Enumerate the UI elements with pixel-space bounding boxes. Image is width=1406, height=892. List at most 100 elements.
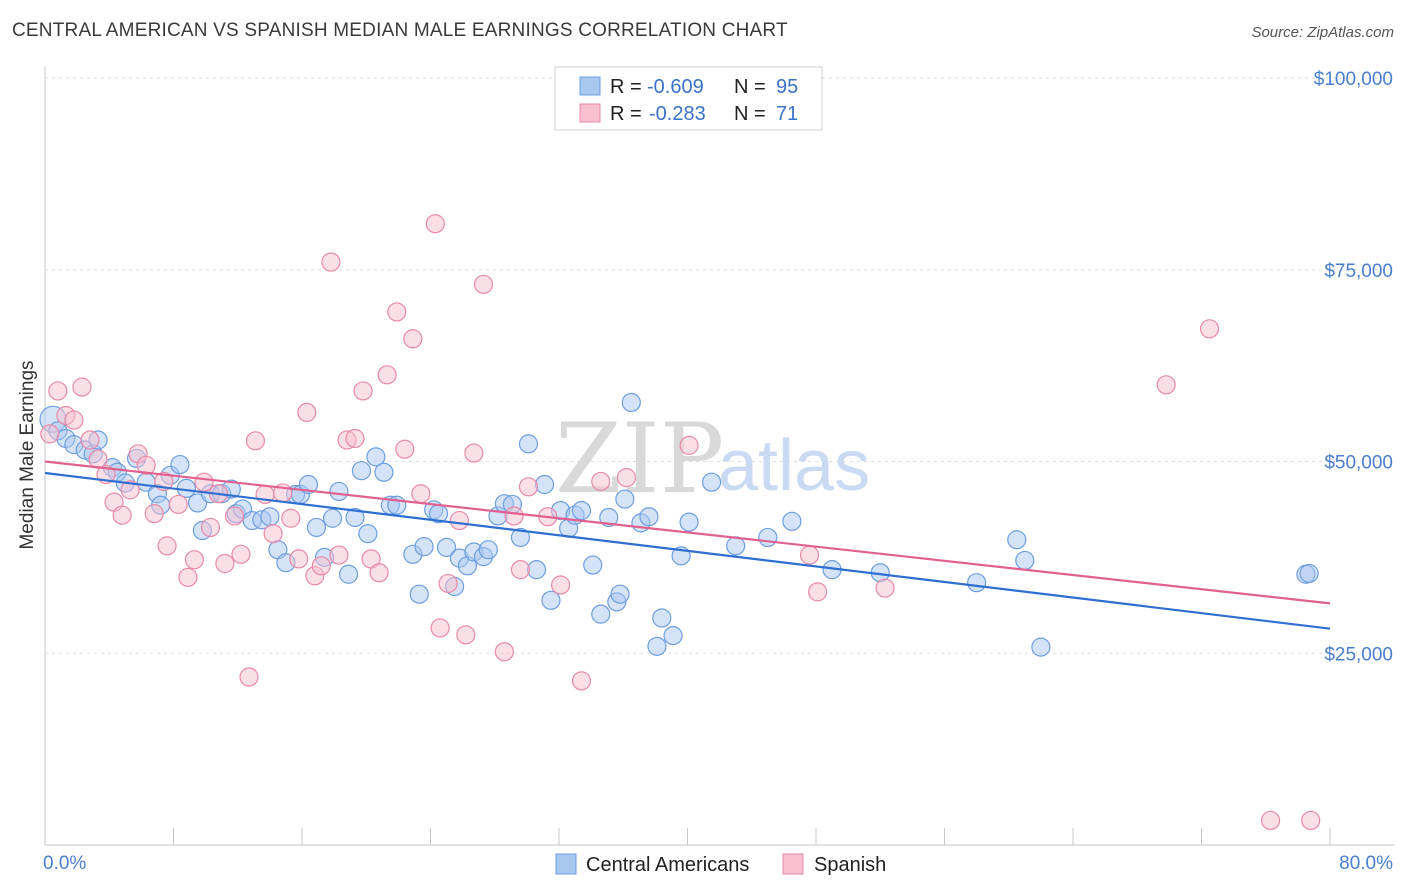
- data-point: [571, 671, 592, 691]
- data-point: [701, 472, 722, 492]
- data-point: [478, 540, 498, 560]
- y-tick-label: $75,000: [1324, 261, 1393, 282]
- x-tick-label: 0.0%: [43, 853, 86, 874]
- data-point: [40, 424, 60, 444]
- data-point: [591, 471, 611, 492]
- data-point: [369, 563, 389, 583]
- data-point: [215, 553, 235, 574]
- data-point: [366, 447, 386, 467]
- data-point: [526, 560, 547, 580]
- data-point: [194, 472, 214, 492]
- data-point: [799, 545, 820, 565]
- watermark-zip: ZIP: [555, 403, 724, 515]
- data-point: [551, 575, 571, 595]
- y-tick-label: $50,000: [1324, 453, 1393, 474]
- grid-lines: [45, 77, 1395, 654]
- data-point: [345, 428, 365, 449]
- data-point: [170, 454, 190, 475]
- data-point: [345, 507, 365, 528]
- data-point: [260, 507, 280, 527]
- data-point: [456, 625, 476, 645]
- trend-line-central-americans: [44, 471, 1331, 630]
- data-point: [616, 468, 637, 488]
- series-spanish: [40, 214, 1321, 831]
- data-point: [64, 410, 84, 430]
- legend-n-label: N =: [734, 76, 766, 98]
- data-point: [679, 512, 699, 532]
- data-point: [449, 510, 470, 531]
- data-point: [541, 590, 561, 610]
- data-point: [353, 381, 373, 401]
- data-point: [1199, 319, 1220, 339]
- data-point: [338, 564, 359, 584]
- axes: [44, 66, 1395, 846]
- data-point: [647, 636, 667, 656]
- legend-r-value: -0.609: [647, 76, 704, 98]
- data-point: [599, 507, 619, 528]
- data-point: [80, 430, 100, 450]
- data-point: [438, 573, 458, 594]
- data-point: [534, 474, 555, 495]
- data-point: [263, 523, 283, 544]
- data-point: [494, 642, 514, 662]
- series-legend: Central Americans Spanish: [555, 853, 886, 876]
- data-point: [374, 462, 394, 482]
- data-point: [387, 302, 407, 322]
- data-point: [289, 549, 309, 569]
- data-point: [321, 252, 341, 272]
- data-point: [395, 439, 415, 459]
- y-tick-label: $100,000: [1314, 69, 1393, 90]
- trend-line-spanish: [44, 460, 1331, 605]
- data-point: [297, 402, 317, 423]
- trend-lines: [44, 460, 1331, 630]
- data-point: [403, 329, 423, 349]
- data-point: [1299, 563, 1319, 584]
- legend-swatch-central-americans: [555, 853, 577, 875]
- data-point: [1156, 375, 1176, 395]
- legend-n-value: 71: [776, 103, 798, 125]
- data-point: [615, 489, 635, 509]
- legend-label-central-americans: Central Americans: [586, 854, 749, 876]
- legend-swatch-central-americans: [579, 76, 601, 96]
- data-point: [358, 523, 378, 544]
- legend-n-value: 95: [776, 76, 798, 98]
- data-point: [473, 274, 494, 294]
- data-point: [679, 435, 699, 455]
- data-point: [1007, 530, 1027, 550]
- data-point: [591, 604, 611, 624]
- data-point: [1015, 550, 1035, 571]
- data-point: [144, 504, 164, 524]
- tick-labels: $25,000 $50,000 $75,000 $100,000 0.0% 80.0%: [43, 69, 1393, 874]
- source-label: Source: ZipAtlas.com: [1251, 24, 1394, 41]
- chart-title: CENTRAL AMERICAN VS SPANISH MEDIAN MALE …: [12, 20, 788, 41]
- data-point: [583, 555, 603, 575]
- data-point: [157, 536, 177, 556]
- data-point: [1301, 810, 1321, 831]
- legend-swatch-spanish: [579, 103, 601, 123]
- data-point: [409, 584, 429, 604]
- data-point: [571, 500, 592, 521]
- data-point: [311, 556, 331, 576]
- data-point: [875, 578, 895, 598]
- data-point: [504, 506, 524, 526]
- data-point: [639, 507, 659, 527]
- data-point: [436, 537, 457, 558]
- watermark-atlas: atlas: [718, 426, 870, 506]
- watermark: ZIP atlas: [555, 403, 870, 515]
- y-axis-label: Median Male Earnings: [17, 360, 38, 549]
- legend-r-label: R =: [610, 103, 642, 125]
- data-point: [464, 443, 484, 463]
- legend-r-label: R =: [610, 76, 642, 98]
- data-point: [621, 392, 641, 413]
- data-point: [808, 582, 828, 602]
- data-point: [224, 506, 245, 526]
- y-tick-label: $25,000: [1324, 644, 1393, 665]
- data-point: [411, 484, 431, 504]
- data-point: [782, 511, 802, 531]
- data-point: [425, 214, 445, 234]
- data-point: [1260, 810, 1281, 831]
- data-point: [510, 560, 531, 580]
- data-point: [414, 537, 434, 557]
- data-point: [239, 667, 259, 687]
